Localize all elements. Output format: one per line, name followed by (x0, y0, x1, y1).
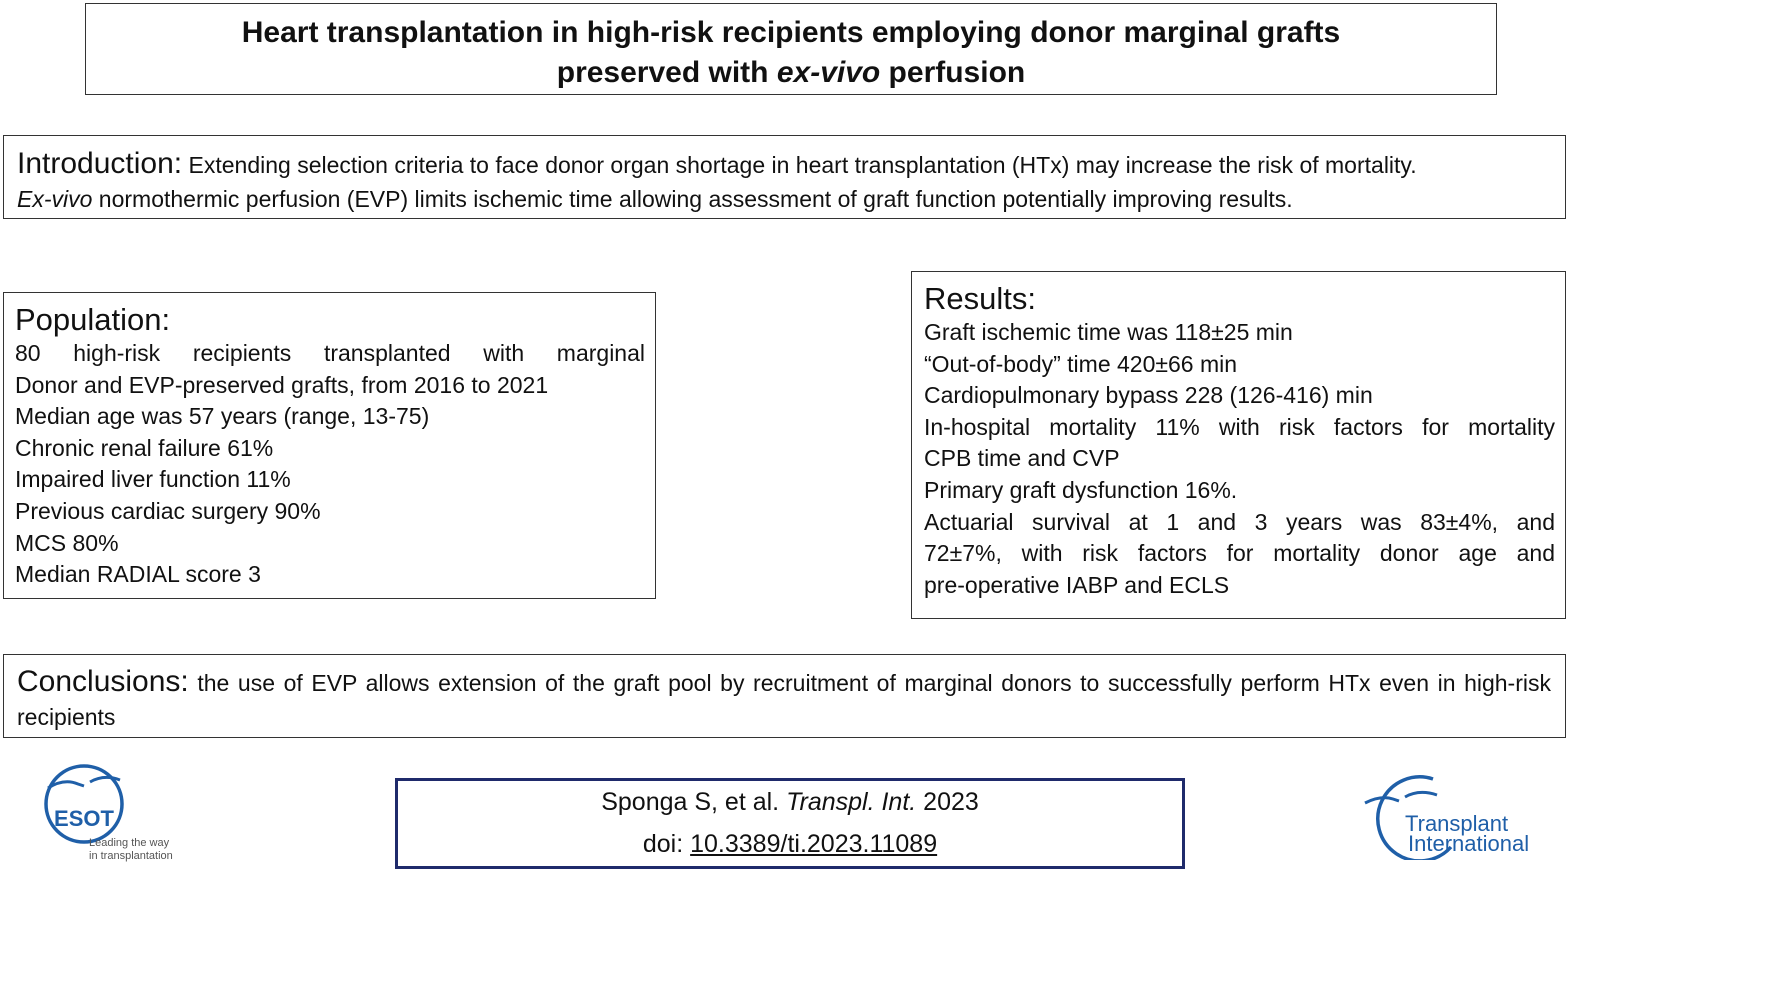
population-line: Impaired liver function 11% (15, 466, 291, 493)
results-line: In-hospital mortality 11% with risk fact… (924, 413, 1555, 440)
results-line: Primary graft dysfunction 16%. (924, 476, 1238, 503)
introduction-box: Introduction: Extending selection criter… (3, 135, 1566, 219)
population-line: Median age was 57 years (range, 13-75) (15, 403, 430, 430)
title-line-2-pre: preserved with (556, 56, 777, 89)
conclusions-body: the use of EVP allows extension of the g… (17, 670, 1551, 730)
introduction-text-1: Extending selection criteria to face don… (182, 152, 1417, 178)
citation-doi-line: doi: 10.3389/ti.2023.11089 (398, 823, 1182, 865)
transplant-international-logo: Transplant International (1355, 765, 1555, 863)
ti-arc (1376, 775, 1453, 863)
population-line: Donor and EVP-preserved grafts, from 201… (15, 371, 549, 398)
hands-icon (1364, 790, 1438, 805)
esot-tagline-1: Leading the way (89, 837, 170, 849)
citation-year: 2023 (916, 788, 979, 816)
introduction-heading: Introduction: (17, 147, 183, 180)
ti-logo-graphic: Transplant International (1364, 775, 1529, 863)
esot-logo-graphic: ESOT Leading the way in transplantation (44, 764, 173, 862)
citation-authors: Sponga S, et al. (601, 788, 787, 816)
title-line-2-post: perfusion (880, 56, 1026, 89)
population-line: Chronic renal failure 61% (15, 434, 274, 461)
results-line: 72±7%, with risk factors for mortality d… (924, 540, 1555, 567)
conclusions-text: Conclusions: the use of EVP allows exten… (17, 665, 1551, 734)
results-box: Results: Graft ischemic time was 118±25 … (911, 271, 1566, 619)
hands-icon (47, 775, 121, 790)
citation-reference: Sponga S, et al. Transpl. Int. 2023 (398, 781, 1182, 823)
population-line: MCS 80% (15, 529, 119, 556)
results-line: CPB time and CVP (924, 445, 1120, 472)
conclusions-box: Conclusions: the use of EVP allows exten… (3, 654, 1566, 738)
introduction-text: Introduction: Extending selection criter… (17, 147, 1551, 216)
results-line: Actuarial survival at 1 and 3 years was … (924, 508, 1555, 535)
title-box: Heart transplantation in high-risk recip… (85, 3, 1497, 95)
conclusions-heading: Conclusions: (17, 665, 189, 698)
population-list: 80 high-risk recipients transplanted wit… (15, 338, 645, 591)
esot-ring (44, 764, 124, 844)
population-line: Previous cardiac surgery 90% (15, 497, 321, 524)
ti-word-2: International (1408, 831, 1529, 856)
citation-box: Sponga S, et al. Transpl. Int. 2023 doi:… (395, 778, 1185, 869)
introduction-text-2: normothermic perfusion (EVP) limits isch… (92, 186, 1293, 212)
title-line-2: preserved with ex-vivo perfusion (86, 53, 1496, 93)
esot-tagline-2: in transplantation (89, 850, 173, 862)
title-line-2-em: ex-vivo (776, 56, 881, 89)
population-heading: Population: (15, 302, 171, 337)
citation-doi-label: doi: (642, 830, 691, 858)
results-line: Graft ischemic time was 118±25 min (924, 319, 1293, 345)
results-line: “Out-of-body” time 420±66 min (924, 350, 1238, 377)
title-line-1: Heart transplantation in high-risk recip… (241, 16, 1341, 49)
ti-word-1: Transplant (1405, 811, 1508, 836)
population-line: 80 high-risk recipients transplanted wit… (15, 340, 645, 366)
esot-logo: ESOT Leading the way in transplantation (40, 762, 190, 867)
doi-link[interactable]: 10.3389/ti.2023.11089 (690, 830, 938, 858)
results-line: pre-operative IABP and ECLS (924, 571, 1230, 598)
esot-name: ESOT (54, 806, 114, 831)
introduction-text-2-em: Ex-vivo (17, 186, 93, 212)
population-box: Population: 80 high-risk recipients tran… (3, 292, 656, 599)
citation-journal: Transpl. Int. (786, 788, 917, 816)
results-heading: Results: (924, 281, 1036, 316)
results-list: Graft ischemic time was 118±25 min “Out-… (924, 317, 1555, 601)
results-line: Cardiopulmonary bypass 228 (126-416) min (924, 382, 1373, 409)
population-line: Median RADIAL score 3 (15, 561, 261, 588)
